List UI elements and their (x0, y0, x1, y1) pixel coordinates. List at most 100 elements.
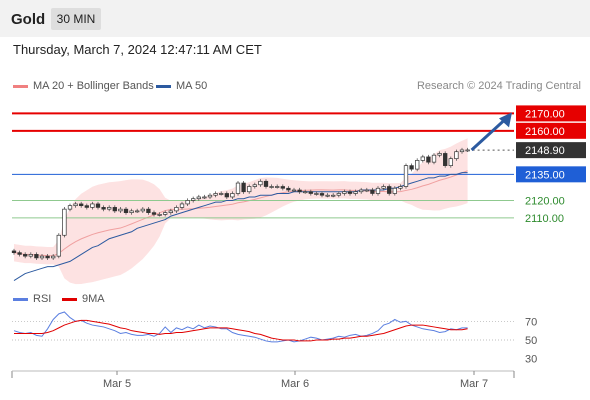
rsi-ma-line (14, 319, 468, 342)
legend-ma50: MA 50 (156, 80, 207, 92)
level-label-2110.00: 2110.00 (525, 213, 564, 225)
candle-body (415, 160, 420, 170)
candle-body (308, 191, 313, 194)
candle-body (45, 255, 50, 259)
candle-body (101, 207, 106, 210)
candle-body (140, 208, 145, 212)
candle-body (230, 193, 235, 198)
candle-body (252, 184, 257, 187)
level-tag-2148.90 (516, 142, 586, 159)
candle-body (336, 193, 341, 196)
candle-body (202, 196, 207, 199)
candle-body (17, 252, 22, 255)
candle-body (79, 203, 84, 207)
copyright: Research © 2024 Trading Central (416, 80, 581, 92)
candle-body (163, 212, 168, 215)
candle-body (258, 180, 263, 186)
candle-body (34, 254, 39, 259)
candle-body (191, 198, 196, 201)
candle-body (263, 180, 269, 187)
candle-body (387, 186, 392, 194)
candle-body (325, 194, 330, 197)
candle-body (426, 156, 431, 163)
candle-body (146, 208, 151, 213)
candle-body (112, 207, 117, 212)
candle-body (73, 203, 78, 207)
candle-body (62, 208, 67, 236)
candle-body (459, 149, 465, 153)
candle-body (409, 165, 414, 170)
candle-body (437, 153, 442, 156)
timeframe-button[interactable]: 30 MIN (51, 8, 101, 30)
candle-body (67, 205, 73, 210)
ma50-swatch (156, 84, 171, 88)
candle-body (235, 182, 241, 194)
candle-body (185, 200, 190, 205)
toolbar: Gold 30 MIN (0, 0, 590, 37)
level-label-2170.00: 2170.00 (525, 108, 565, 120)
legend-ma50-label: MA 50 (176, 80, 208, 92)
candle-body (403, 165, 409, 187)
candle-body (269, 186, 274, 188)
chart-datetime: Thursday, March 7, 2024 12:47:11 AM CET (13, 42, 262, 57)
level-label-2135.00: 2135.00 (525, 169, 565, 181)
level-label-2148.90: 2148.90 (525, 145, 565, 157)
candle-body (219, 193, 224, 195)
rsi-level-label: 50 (525, 335, 537, 347)
candle-body (448, 158, 453, 166)
projection-arrow (470, 120, 505, 152)
rsi-ma-swatch (62, 297, 77, 301)
candle-body (347, 191, 353, 194)
rsi-line (13, 311, 468, 343)
candle-body (286, 187, 291, 191)
candle-body (151, 212, 157, 215)
candle-body (342, 191, 347, 194)
candle-body (398, 186, 403, 189)
candle-body (56, 234, 61, 257)
candle-body (123, 208, 129, 213)
candle-body (331, 194, 336, 197)
candle-body (179, 203, 185, 208)
candle-body (303, 191, 308, 194)
rsi-swatch (13, 297, 28, 301)
level-label-2120.00: 2120.00 (525, 195, 565, 207)
legend-rsi-ma: 9MA (62, 293, 105, 305)
candle-body (314, 193, 319, 195)
candle-body (51, 255, 56, 259)
candle-body (280, 186, 285, 189)
candle-body (375, 187, 381, 194)
candle-body (213, 193, 218, 196)
candle-body (241, 182, 246, 193)
candle-body (359, 189, 364, 193)
candle-body (118, 208, 123, 212)
bollinger-swatch (13, 84, 28, 88)
candle-body (107, 207, 112, 210)
level-tag-2170.00 (516, 105, 586, 122)
rsi-level-label: 70 (525, 316, 537, 328)
candle-body (11, 250, 17, 254)
legend-bollinger-label: MA 20 + Bollinger Bands (33, 80, 154, 92)
candle-body (157, 214, 162, 216)
candle-body (275, 186, 280, 188)
candle-body (454, 151, 459, 160)
candle-body (381, 186, 386, 189)
x-tick-label: Mar 7 (460, 378, 488, 390)
candle-body (95, 203, 101, 208)
legend-rsi: RSI (13, 293, 51, 305)
bollinger-band (14, 138, 468, 285)
candle-body (392, 187, 397, 194)
projection-arrowhead (499, 112, 512, 128)
ma50-line (13, 172, 468, 281)
candle-body (207, 194, 213, 198)
candle-body (353, 191, 358, 194)
level-label-2160.00: 2160.00 (525, 126, 565, 138)
legend-bollinger: MA 20 + Bollinger Bands (13, 80, 154, 92)
candle-body (291, 189, 297, 192)
candle-body (465, 149, 470, 152)
candle-body (90, 203, 95, 208)
level-tag-2135.00 (516, 166, 586, 183)
candle-body (84, 205, 89, 208)
candle-body (174, 207, 179, 212)
candle-body (224, 193, 229, 198)
